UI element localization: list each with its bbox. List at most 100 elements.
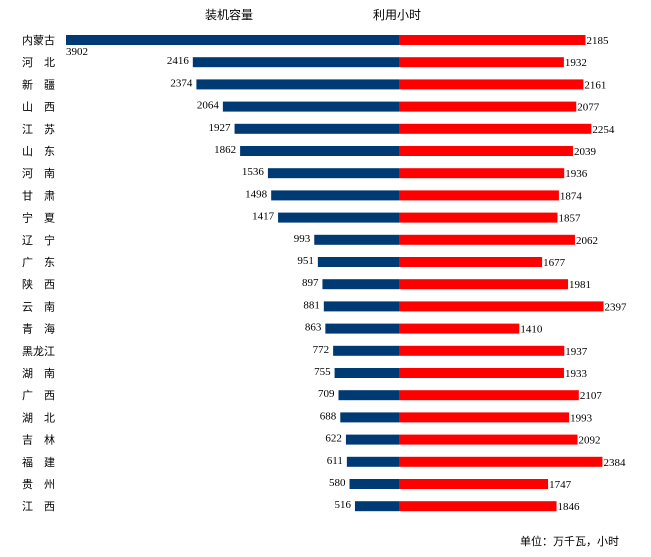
hours-value-label: 1937 — [565, 346, 588, 358]
capacity-value-label: 2064 — [197, 100, 220, 112]
category-label: 陕 西 — [22, 277, 55, 291]
capacity-bar — [267, 168, 399, 179]
category-label: 新 疆 — [22, 77, 55, 91]
hours-bar — [399, 390, 579, 401]
category-label: 福 建 — [22, 455, 55, 469]
capacity-value-label: 622 — [325, 433, 342, 445]
capacity-bar — [346, 456, 399, 467]
capacity-bar — [334, 368, 399, 378]
capacity-value-label: 1862 — [214, 144, 236, 156]
hours-bar — [399, 323, 520, 334]
capacity-value-label: 993 — [294, 233, 311, 245]
category-label: 河 北 — [22, 56, 55, 69]
hours-bar — [399, 368, 564, 378]
category-label: 宁 夏 — [22, 211, 55, 225]
capacity-bar — [333, 345, 399, 356]
hours-bar — [399, 123, 592, 134]
capacity-value-label: 611 — [327, 455, 343, 467]
capacity-bar — [340, 412, 399, 423]
capacity-value-label: 1927 — [209, 122, 232, 134]
category-label: 甘 肃 — [22, 189, 55, 202]
hours-value-label: 2384 — [603, 457, 626, 469]
series-header-capacity: 装机容量 — [205, 8, 254, 22]
capacity-bar — [192, 57, 399, 68]
hours-bar — [399, 35, 586, 45]
hours-value-label: 2397 — [605, 301, 628, 313]
capacity-value-label: 951 — [297, 255, 314, 267]
hours-bar — [399, 412, 570, 423]
category-label: 辽 宁 — [22, 233, 55, 247]
category-label: 河 南 — [22, 167, 55, 180]
category-label: 江 苏 — [22, 123, 55, 136]
hours-bar — [399, 212, 558, 223]
capacity-bar — [240, 146, 399, 156]
hours-value-label: 1857 — [558, 213, 581, 225]
hours-bar — [399, 79, 584, 90]
capacity-bar — [317, 257, 399, 267]
capacity-bar — [325, 323, 399, 334]
hours-bar — [399, 101, 577, 112]
capacity-bar — [338, 390, 399, 401]
hours-bar — [399, 57, 564, 68]
capacity-bar — [196, 79, 399, 90]
hours-bar — [399, 146, 574, 156]
capacity-bar — [278, 212, 399, 223]
hours-value-label: 2185 — [586, 35, 609, 47]
capacity-value-label: 709 — [318, 388, 335, 400]
capacity-bar — [234, 123, 399, 134]
hours-bar — [399, 456, 603, 467]
category-label: 湖 南 — [22, 367, 55, 380]
hours-value-label: 2254 — [592, 124, 615, 136]
capacity-value-label: 1498 — [245, 188, 268, 200]
hours-value-label: 2092 — [579, 435, 601, 447]
category-label: 贵 州 — [22, 478, 55, 491]
hours-value-label: 1846 — [558, 501, 581, 513]
hours-bar — [399, 168, 565, 179]
capacity-bar — [314, 234, 399, 245]
hours-value-label: 2077 — [577, 102, 600, 114]
capacity-value-label: 863 — [305, 322, 322, 334]
capacity-value-label: 1417 — [252, 211, 275, 223]
category-label: 云 南 — [22, 300, 55, 313]
capacity-value-label: 881 — [303, 299, 320, 311]
category-label: 湖 北 — [22, 411, 55, 424]
capacity-value-label: 755 — [314, 366, 331, 378]
hours-value-label: 1677 — [543, 257, 566, 269]
capacity-bar — [349, 479, 399, 489]
capacity-value-label: 688 — [320, 410, 337, 422]
hours-value-label: 2062 — [576, 235, 598, 247]
capacity-bar — [323, 301, 399, 312]
capacity-value-label: 3902 — [66, 46, 88, 58]
hours-value-label: 2107 — [580, 390, 603, 402]
capacity-bar — [222, 101, 399, 112]
category-label: 黑龙江 — [22, 345, 55, 358]
hours-value-label: 2039 — [574, 146, 597, 158]
hours-bar — [399, 501, 557, 512]
capacity-bar — [322, 279, 399, 290]
hours-bar — [399, 479, 549, 489]
unit-note: 单位：万千瓦，小时 — [520, 535, 619, 548]
category-label: 山 东 — [22, 145, 55, 158]
hours-value-label: 1874 — [560, 190, 583, 202]
capacity-value-label: 516 — [334, 499, 351, 511]
capacity-value-label: 1536 — [242, 166, 265, 178]
capacity-value-label: 2374 — [170, 77, 193, 89]
capacity-bar — [271, 190, 399, 201]
category-label: 内蒙古 — [22, 33, 55, 47]
hours-bar — [399, 279, 569, 290]
hours-bar — [399, 301, 604, 312]
hours-value-label: 1936 — [565, 168, 588, 180]
hours-bar — [399, 234, 575, 245]
hours-value-label: 1993 — [570, 412, 593, 424]
category-label: 广 西 — [22, 389, 55, 402]
capacity-value-label: 772 — [313, 344, 330, 356]
hours-bar — [399, 345, 565, 356]
capacity-value-label: 580 — [329, 477, 346, 489]
series-header-hours: 利用小时 — [373, 8, 422, 22]
hours-bar — [399, 190, 559, 201]
hours-bar — [399, 257, 543, 267]
hours-bar — [399, 434, 578, 445]
hours-value-label: 2161 — [584, 79, 606, 91]
category-label: 青 海 — [22, 322, 55, 336]
